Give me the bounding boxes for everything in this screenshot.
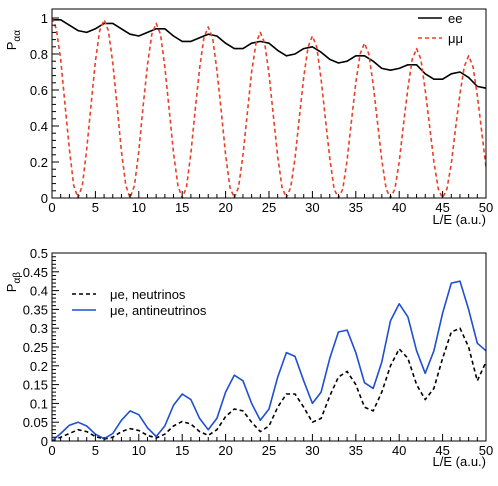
legend-label: μμ xyxy=(448,31,463,46)
y-tick-label: 0 xyxy=(41,434,48,449)
legend-label: ee xyxy=(448,11,462,26)
y-tick-label: 0.2 xyxy=(30,155,48,170)
x-tick-label: 10 xyxy=(132,200,146,215)
y-tick-label: 0.35 xyxy=(23,302,48,317)
y-axis-title: Pαβ xyxy=(4,272,23,292)
x-tick-label: 0 xyxy=(48,443,55,458)
bottom-panel-appearance-probability: 0 5 10 15 20 25 30 35 40 45 5000.050.10.150.20.250… xyxy=(4,246,493,469)
series-line-series xyxy=(51,17,487,199)
y-tick-label: 0 xyxy=(41,191,48,206)
y-tick-label: 0.3 xyxy=(30,321,48,336)
plot-frame xyxy=(51,252,487,442)
x-tick-label: 20 xyxy=(218,200,232,215)
x-tick-label: 40 xyxy=(392,200,406,215)
y-tick-label: 0.05 xyxy=(23,415,48,430)
x-axis-title: L/E (a.u.) xyxy=(433,212,486,227)
y-tick-label: 0.4 xyxy=(30,119,48,134)
legend-label: μe, antineutrinos xyxy=(110,303,207,318)
series-line-e-neutrinos xyxy=(51,327,487,442)
legend-label: μe, neutrinos xyxy=(110,287,186,302)
x-tick-label: 50 xyxy=(479,200,493,215)
y-tick-label: 0.4 xyxy=(30,284,48,299)
x-tick-label: 15 xyxy=(175,200,189,215)
x-tick-label: 40 xyxy=(392,443,406,458)
x-tick-label: 0 xyxy=(48,200,55,215)
y-tick-label: 0.25 xyxy=(23,340,48,355)
y-tick-label: 0.1 xyxy=(30,396,48,411)
series-line-e-antineutrinos xyxy=(51,280,487,442)
x-tick-label: 30 xyxy=(305,200,319,215)
top-panel-survival-probability: 0 5 10 15 20 25 30 35 40 45 50 0 0.2 0.4 0.6 0.8 1 L/E (… xyxy=(4,8,493,227)
x-tick-label: 25 xyxy=(262,200,276,215)
x-tick-label: 20 xyxy=(218,443,232,458)
x-axis-title: L/E (a.u.) xyxy=(433,454,486,469)
x-tick-label: 35 xyxy=(349,443,363,458)
x-tick-label: 10 xyxy=(132,443,146,458)
y-tick-label: 0.15 xyxy=(23,378,48,393)
y-tick-label: 1 xyxy=(41,11,48,26)
y-tick-label: 0.6 xyxy=(30,83,48,98)
x-tick-label: 50 xyxy=(479,443,493,458)
x-tick-label: 45 xyxy=(435,200,449,215)
x-tick-label: 30 xyxy=(305,443,319,458)
legend: ee μμ xyxy=(418,11,463,46)
series-line-ee xyxy=(52,18,487,89)
y-axis-title: Pαα xyxy=(4,30,23,50)
x-tick-label: 25 xyxy=(262,443,276,458)
x-tick-label: 5 xyxy=(92,200,99,215)
x-tick-label: 15 xyxy=(175,443,189,458)
x-tick-label: 45 xyxy=(435,443,449,458)
y-tick-label: 0.8 xyxy=(30,47,48,62)
y-tick-label: 0.5 xyxy=(30,246,48,261)
x-tick-label: 5 xyxy=(92,443,99,458)
x-tick-label: 35 xyxy=(349,200,363,215)
y-tick-label: 0.2 xyxy=(30,359,48,374)
y-tick-label: 0.45 xyxy=(23,265,48,280)
